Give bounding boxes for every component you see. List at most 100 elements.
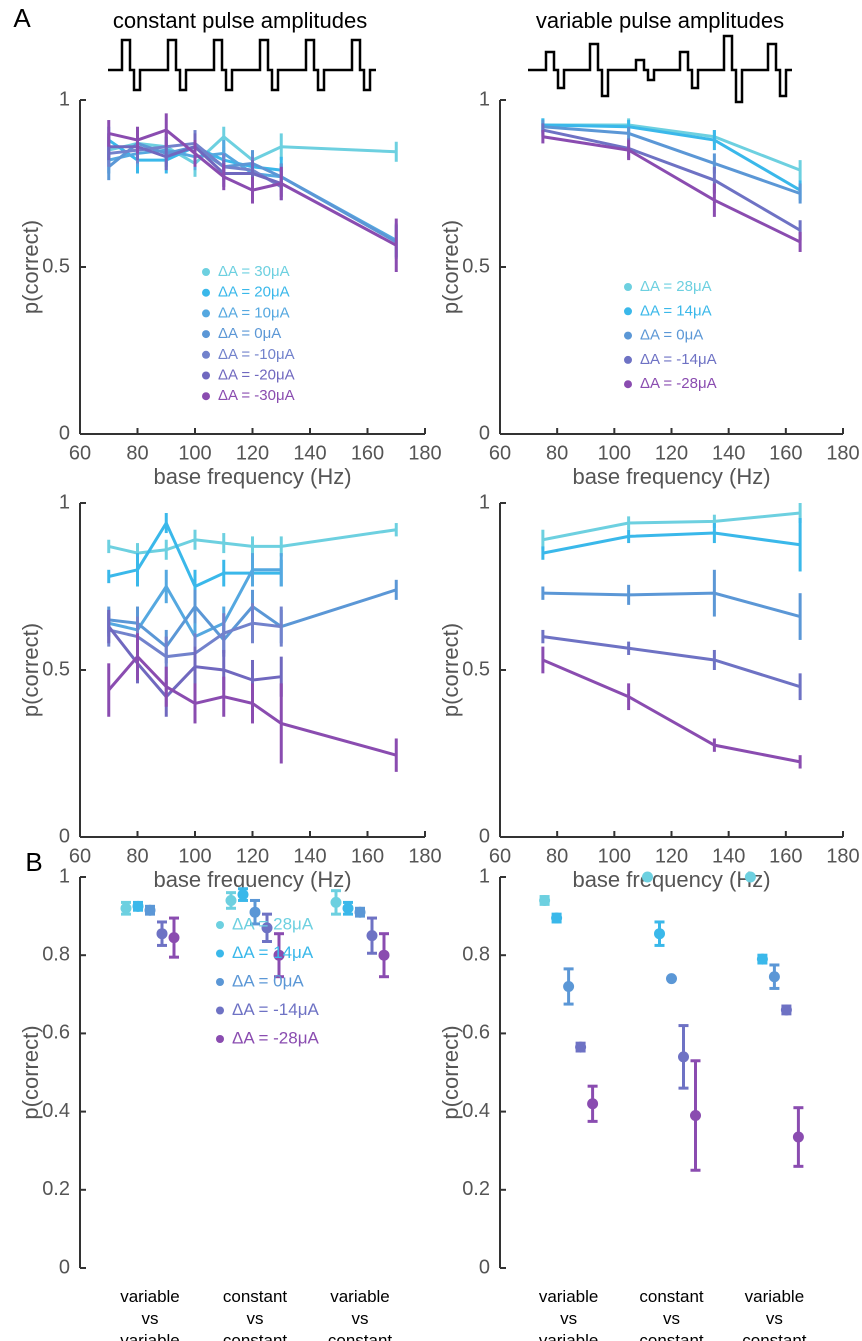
x-tick-label: 120: [236, 442, 269, 464]
x-tick-label: 120: [236, 845, 269, 867]
x-tick-label: 180: [826, 845, 859, 867]
dot: [654, 928, 665, 940]
x-tick-label: 180: [408, 442, 441, 464]
category-line: constant: [223, 1331, 288, 1341]
legend-marker: [624, 307, 632, 316]
legend-marker: [202, 350, 210, 359]
dot: [237, 889, 249, 901]
legend-marker: [624, 355, 632, 364]
legend-label: ΔA = 14μA: [640, 302, 712, 319]
category-line: vs: [766, 1309, 783, 1328]
series-line: [542, 123, 801, 192]
y-tick-label: 0.5: [462, 255, 490, 277]
legend-marker: [202, 371, 210, 380]
y-tick-label: 0: [479, 825, 490, 847]
chart-title: constant pulse amplitudes: [113, 8, 367, 33]
dot: [756, 953, 768, 965]
legend-label: ΔA = -30μA: [218, 387, 295, 404]
series-line: [542, 135, 801, 244]
legend-marker: [202, 309, 210, 318]
legend-label: ΔA = 0μA: [218, 325, 281, 342]
y-tick-label: 0.5: [42, 255, 70, 277]
dot: [168, 932, 180, 944]
waveform-icon: [528, 34, 792, 104]
y-axis-label: p(correct): [18, 623, 43, 717]
dot: [792, 1131, 804, 1143]
x-tick-label: variable vs constant: [328, 1287, 393, 1341]
legend-label: ΔA = 10μA: [218, 304, 290, 321]
series-line: [542, 511, 801, 542]
legend-marker: [202, 330, 210, 339]
series-line: [542, 591, 801, 619]
series-line: [108, 528, 397, 555]
x-tick-label: 120: [655, 442, 688, 464]
legend-label: ΔA = -28μA: [640, 375, 717, 392]
legend-marker: [624, 283, 632, 291]
dot: [330, 896, 342, 908]
y-tick-label: 0.2: [42, 1178, 70, 1200]
y-axis-label: p(correct): [438, 1025, 463, 1119]
dot: [132, 900, 144, 912]
x-tick-label: 60: [489, 845, 511, 867]
dot: [273, 949, 285, 961]
y-tick-label: 0.4: [462, 1100, 490, 1122]
y-tick-label: 0.2: [462, 1178, 490, 1200]
x-tick-label: 80: [126, 845, 148, 867]
x-tick-label: 60: [69, 442, 91, 464]
legend-label: ΔA = 30μA: [218, 263, 290, 280]
x-tick-label: variable vs variable: [539, 1287, 599, 1341]
x-tick-label: 180: [826, 442, 859, 464]
legend-label: ΔA = -28μA: [232, 1028, 319, 1047]
y-tick-label: 1: [59, 88, 70, 110]
dot: [744, 871, 756, 883]
series-line: [542, 658, 801, 764]
legend-marker: [216, 978, 224, 986]
x-tick-label: 160: [351, 442, 384, 464]
x-tick-label: variable vs constant: [742, 1287, 807, 1341]
category-line: constant: [328, 1331, 393, 1341]
legend-marker: [202, 288, 210, 297]
y-tick-label: 1: [59, 491, 70, 513]
x-tick-label: 100: [178, 442, 211, 464]
category-line: variable: [539, 1287, 599, 1306]
y-tick-label: 1: [59, 865, 70, 887]
x-tick-label: 100: [178, 845, 211, 867]
y-tick-label: 1: [479, 865, 490, 887]
legend-label: ΔA = -10μA: [218, 346, 295, 363]
y-tick-label: 0: [479, 422, 490, 444]
dot: [225, 894, 237, 906]
series-line: [107, 654, 397, 757]
dot: [642, 871, 653, 883]
y-tick-label: 0: [59, 1256, 70, 1278]
series-line: [542, 128, 801, 232]
legend-marker: [216, 1006, 224, 1015]
series-line: [108, 588, 397, 649]
category-line: vs: [247, 1309, 264, 1328]
y-axis-label: p(correct): [438, 220, 463, 314]
x-tick-label: 100: [598, 442, 631, 464]
dot: [666, 973, 677, 985]
y-tick-label: 1: [479, 491, 490, 513]
category-line: variable: [539, 1331, 599, 1341]
legend-marker: [216, 921, 224, 929]
x-tick-label: 140: [712, 845, 745, 867]
dot: [156, 928, 168, 940]
legend-marker: [216, 1035, 224, 1043]
x-tick-label: variable vs variable: [120, 1287, 180, 1341]
y-axis-label: p(correct): [18, 220, 43, 314]
category-line: vs: [663, 1309, 680, 1328]
dot: [690, 1110, 701, 1122]
y-tick-label: 0.8: [42, 943, 70, 965]
dot: [354, 906, 366, 918]
legend-label: ΔA = 0μA: [640, 327, 703, 344]
category-line: variable: [120, 1331, 180, 1341]
dot: [780, 1004, 792, 1016]
y-tick-label: 0.6: [462, 1022, 490, 1044]
y-tick-label: 1: [479, 88, 490, 110]
legend-marker: [216, 949, 224, 958]
legend-label: ΔA = -14μA: [640, 351, 717, 368]
category-line: constant: [639, 1287, 704, 1306]
x-tick-label: 80: [546, 442, 568, 464]
category-line: vs: [142, 1309, 159, 1328]
